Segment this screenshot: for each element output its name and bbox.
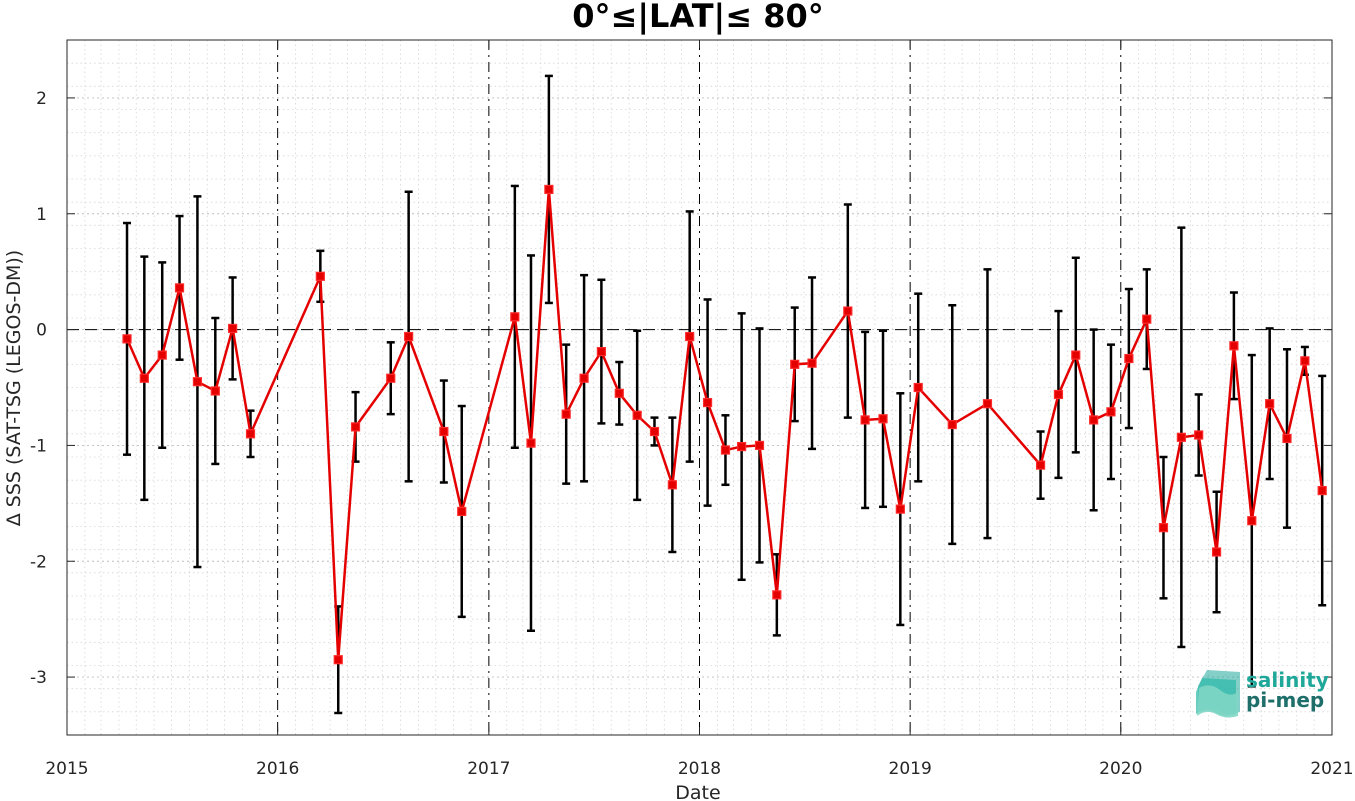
data-point-marker	[614, 388, 624, 398]
data-point-marker	[544, 184, 554, 195]
axis-ticks: 2015 2016 2017 2018 2019 2020 2021 -3 -2 -1 0 1 2	[30, 40, 1354, 779]
data-point-marker	[1158, 523, 1169, 533]
y-tick-label: 0	[36, 321, 47, 341]
y-tick-label: 2	[36, 89, 47, 109]
data-point-marker	[228, 323, 238, 334]
x-tick-label: 2015	[45, 759, 88, 779]
grid	[67, 39, 1332, 736]
data-point-marker	[1317, 485, 1327, 496]
data-point-marker	[895, 504, 905, 514]
data-point-marker	[1300, 356, 1310, 366]
data-point-marker	[526, 438, 536, 448]
data-point-marker	[579, 373, 589, 383]
data-point-marker	[860, 415, 870, 425]
data-point-marker	[1211, 547, 1222, 557]
error-bars	[123, 74, 1327, 715]
data-point-marker	[1194, 430, 1204, 440]
data-point-marker	[139, 373, 149, 383]
y-tick-label: -3	[30, 668, 47, 688]
logo-text-pi-mep: pi-mep	[1246, 688, 1324, 712]
data-point-marker	[1035, 460, 1046, 470]
data-point-marker	[210, 386, 220, 396]
data-point-marker	[596, 346, 606, 357]
data-point-marker	[1265, 399, 1275, 409]
data-point-marker	[245, 429, 256, 439]
series-markers	[122, 184, 1327, 665]
data-point-marker	[982, 399, 993, 409]
salinity-pi-mep-logo: salinity pi-mep	[1196, 668, 1329, 718]
data-point-marker	[192, 377, 203, 387]
data-point-marker	[1106, 407, 1116, 417]
data-point-marker	[737, 441, 747, 452]
data-point-marker	[720, 445, 731, 455]
data-point-marker	[457, 506, 467, 517]
x-tick-label: 2019	[889, 759, 932, 779]
data-point-marker	[1142, 314, 1152, 324]
data-point-marker	[843, 306, 853, 316]
data-point-marker	[685, 331, 695, 342]
wave-logo-icon	[1196, 670, 1240, 718]
data-point-marker	[754, 440, 765, 451]
x-tick-label: 2020	[1099, 759, 1142, 779]
y-axis-label: Δ SSS (SAT-TSG (LEGOS-DM))	[3, 250, 25, 526]
data-point-marker	[790, 359, 800, 369]
data-point-marker	[333, 655, 343, 665]
data-point-marker	[649, 426, 660, 437]
logo-text-salinity: salinity	[1246, 668, 1329, 692]
y-tick-label: -1	[30, 436, 47, 456]
data-point-marker	[947, 419, 957, 430]
data-point-marker	[439, 426, 449, 437]
data-point-marker	[386, 373, 396, 383]
chart-title: 0°≤|LAT|≤ 80°	[572, 0, 823, 36]
data-point-marker	[667, 480, 677, 490]
x-tick-label: 2016	[256, 759, 299, 779]
data-point-marker	[510, 312, 520, 322]
y-tick-label: 1	[36, 205, 47, 225]
data-point-marker	[1053, 389, 1064, 400]
data-point-marker	[1176, 432, 1186, 442]
x-tick-label: 2017	[467, 759, 510, 779]
data-point-marker	[1247, 516, 1257, 526]
data-point-marker	[702, 397, 713, 408]
data-point-marker	[772, 590, 782, 600]
data-point-marker	[1071, 350, 1081, 360]
data-point-marker	[404, 331, 414, 342]
data-point-marker	[350, 422, 361, 432]
x-tick-label: 2018	[678, 759, 721, 779]
data-point-marker	[1229, 341, 1239, 351]
data-point-marker	[807, 358, 817, 368]
data-point-marker	[878, 414, 888, 424]
x-tick-label: 2021	[1310, 759, 1353, 779]
data-point-marker	[122, 334, 132, 344]
data-point-marker	[1282, 433, 1292, 444]
data-point-marker	[315, 271, 325, 281]
data-point-marker	[1124, 353, 1134, 364]
data-point-marker	[913, 382, 923, 393]
data-point-marker	[157, 350, 167, 360]
data-point-marker	[1089, 415, 1099, 425]
data-point-marker	[561, 409, 571, 419]
data-point-marker	[174, 283, 185, 293]
x-axis-label: Date	[675, 782, 720, 801]
y-tick-label: -2	[30, 552, 47, 572]
data-point-marker	[632, 410, 642, 420]
